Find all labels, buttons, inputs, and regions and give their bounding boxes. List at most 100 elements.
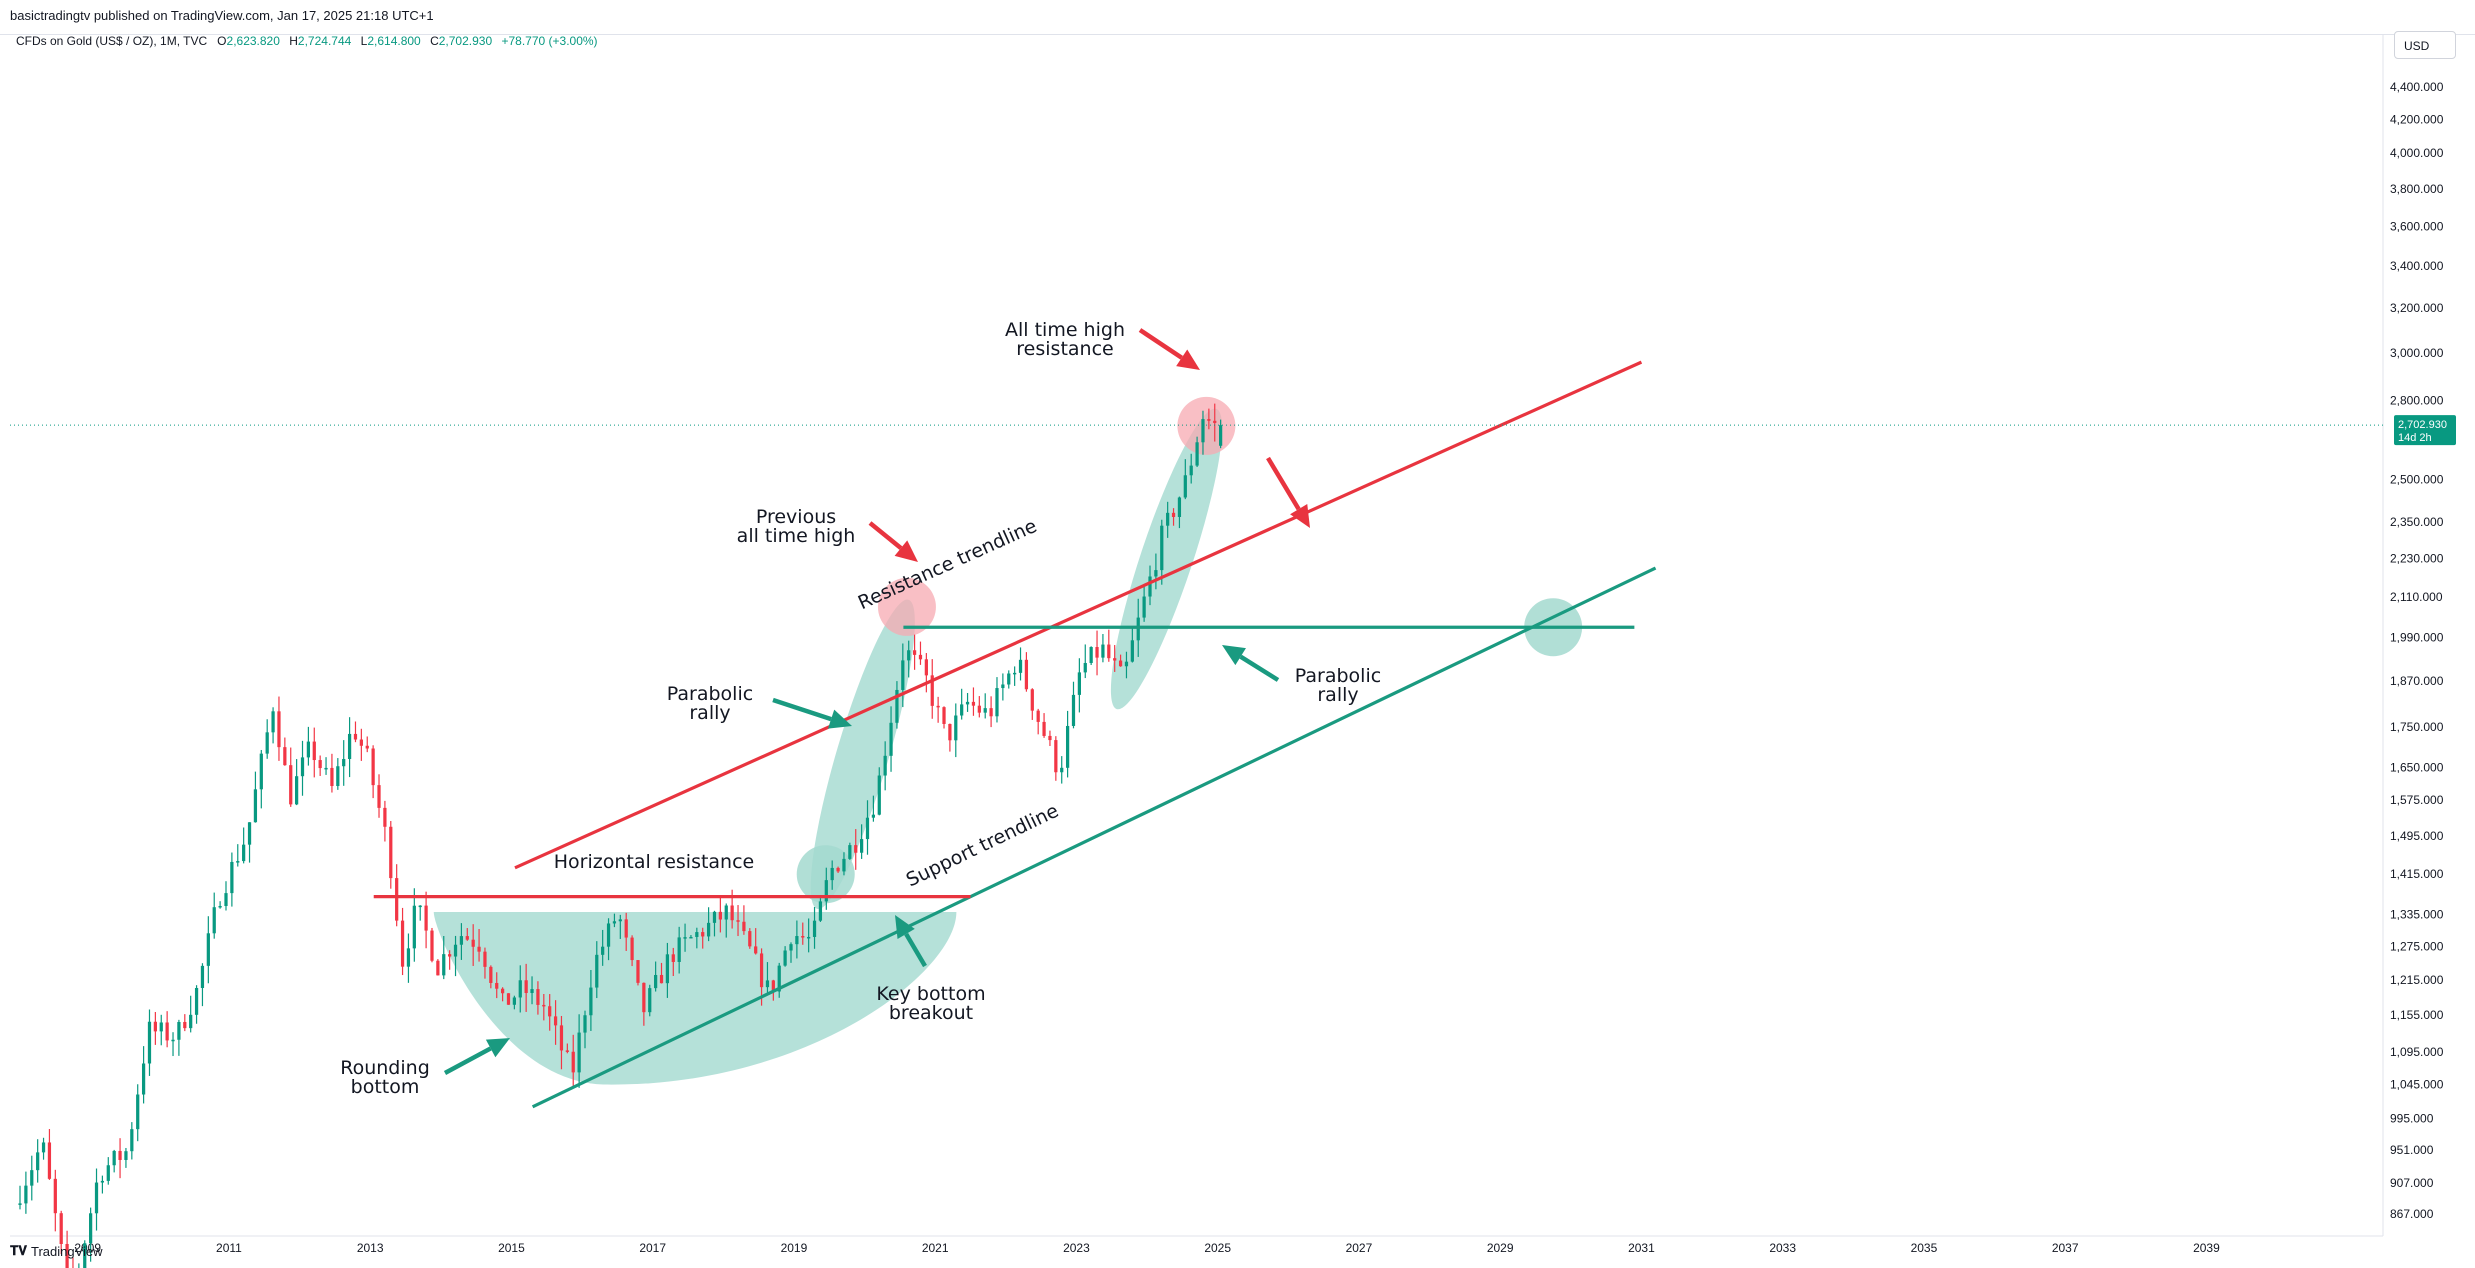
- candle-body: [548, 1006, 552, 1017]
- candle-body: [1042, 721, 1046, 736]
- candle-body: [730, 905, 734, 921]
- candle-body: [695, 932, 699, 937]
- candle-body: [542, 1004, 546, 1007]
- candle-body: [412, 905, 416, 949]
- candle-body: [1007, 673, 1011, 685]
- pattern-highlights: [433, 396, 1583, 1085]
- time-tick-label: 2025: [1204, 1241, 1231, 1255]
- candle-body: [165, 1022, 169, 1041]
- time-tick-label: 2015: [498, 1241, 525, 1255]
- candle-body: [418, 905, 422, 908]
- candle-body: [218, 905, 222, 908]
- prev-ath-arrow-shaft: [868, 521, 903, 550]
- ath-arrow-shaft: [1138, 328, 1183, 360]
- candle-body: [459, 936, 464, 945]
- candle-body: [571, 1051, 575, 1073]
- candle-body: [771, 980, 775, 992]
- candle-body: [271, 711, 275, 733]
- candle-body: [648, 988, 652, 1013]
- candle-body: [759, 953, 764, 988]
- candle-body: [636, 960, 640, 983]
- candle-body: [824, 880, 828, 902]
- candle-body: [353, 733, 358, 740]
- candle-body: [1095, 647, 1099, 658]
- candle-body: [901, 660, 905, 690]
- time-axis[interactable]: 2009 2011 2013 2015 2017 2019 2021 2023 2025 2027…: [74, 1241, 2220, 1255]
- candle-body: [595, 954, 599, 988]
- key-bottom-arrow-shaft: [904, 932, 927, 968]
- price-tick-label: 1,095.000: [2390, 1045, 2444, 1059]
- annotation-key-bottom-line2: breakout: [889, 1002, 973, 1024]
- support-trendline[interactable]: [531, 566, 1657, 1109]
- candle-body: [783, 950, 787, 966]
- candle-body: [406, 948, 411, 967]
- price-tick-label: 1,750.000: [2390, 720, 2444, 734]
- candle-body: [471, 939, 475, 947]
- candle-body: [206, 933, 210, 966]
- time-tick-label: 2035: [1911, 1241, 1938, 1255]
- candle-body: [159, 1022, 163, 1032]
- prev-ath-arrow-head: [894, 540, 918, 562]
- candle-body: [153, 1021, 157, 1032]
- price-axis[interactable]: 867.000 907.000 951.000 995.000 1,045.000 1,0…: [2390, 80, 2444, 1221]
- candle-body: [430, 930, 434, 961]
- candle-body: [318, 760, 322, 769]
- tradingview-logo[interactable]: 𝐓𝐕 TradingView: [10, 1243, 103, 1259]
- annotation-arrows: [443, 328, 1310, 1075]
- red-circle-marker: [877, 577, 936, 636]
- price-tick-label: 1,415.000: [2390, 867, 2444, 881]
- candle-body: [536, 989, 540, 1005]
- resistance-trendline[interactable]: [514, 360, 1643, 870]
- candle-body: [30, 1170, 34, 1186]
- drawings[interactable]: [373, 360, 1657, 1109]
- candle-body: [689, 936, 693, 939]
- price-tick-label: 4,400.000: [2390, 80, 2444, 94]
- candle-body: [742, 921, 746, 932]
- candle-body: [136, 1094, 140, 1130]
- parabolic-ellipse: [810, 599, 915, 910]
- annotation-horizontal-resistance: Horizontal resistance: [554, 851, 754, 873]
- candle-body: [918, 654, 923, 660]
- candle-body: [565, 1050, 569, 1052]
- price-tick-label: 867.000: [2390, 1207, 2434, 1221]
- candle-body: [654, 974, 658, 989]
- candle-body: [1107, 644, 1111, 659]
- candle-body: [395, 878, 399, 921]
- ath-arrow-head: [1176, 349, 1200, 370]
- candle-body: [1071, 694, 1076, 726]
- candle-body: [601, 946, 605, 955]
- candle-body: [1024, 659, 1029, 690]
- price-tick-label: 995.000: [2390, 1112, 2434, 1126]
- candle-body: [236, 861, 240, 863]
- time-tick-label: 2019: [781, 1241, 808, 1255]
- candle-body: [65, 1243, 69, 1268]
- candle-body: [442, 954, 446, 976]
- down-arrow-head: [1290, 503, 1310, 528]
- candle-body: [960, 704, 964, 716]
- open-value: 2,623.820: [226, 34, 280, 48]
- candle-body: [59, 1213, 63, 1244]
- symbol-title[interactable]: CFDs on Gold (US$ / OZ), 1M, TVC: [16, 34, 208, 48]
- time-tick-label: 2023: [1063, 1241, 1090, 1255]
- price-tick-label: 2,110.000: [2390, 590, 2443, 604]
- candle-body: [100, 1180, 105, 1183]
- candle-body: [1118, 660, 1123, 667]
- low-value: 2,614.800: [367, 34, 421, 48]
- candle-body: [965, 701, 970, 705]
- candle-body: [36, 1152, 40, 1171]
- annotation-parabolic-2-line2: rally: [1317, 684, 1358, 706]
- candle-body: [1036, 710, 1040, 722]
- candle-body: [124, 1151, 128, 1160]
- candle-body: [141, 1063, 146, 1095]
- time-tick-label: 2011: [216, 1241, 242, 1255]
- currency-button[interactable]: USD: [2394, 31, 2456, 59]
- candle-body: [18, 1203, 22, 1205]
- candle-body: [1207, 419, 1211, 421]
- candle-body: [836, 867, 840, 872]
- candle-body: [1160, 525, 1164, 571]
- price-tick-label: 2,230.000: [2390, 552, 2444, 566]
- candle-body: [942, 707, 946, 724]
- candle-body: [512, 997, 516, 1005]
- candle-body: [306, 741, 311, 758]
